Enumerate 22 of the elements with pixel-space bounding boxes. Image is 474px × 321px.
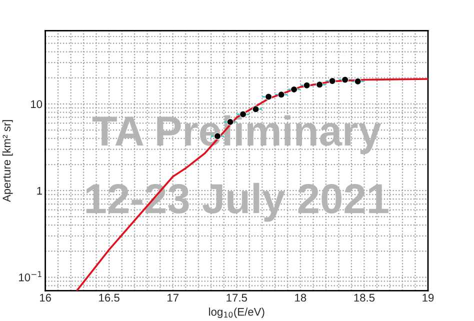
x-tick-label: 17 (168, 294, 178, 302)
point (354, 78, 362, 85)
y-tick-label: 1 (37, 186, 42, 195)
line-series (76, 78, 428, 291)
x-tick-label: 18.5 (354, 294, 375, 302)
point (265, 93, 272, 100)
y-tick-label: 10$^{−1}$ (19, 271, 42, 282)
point (252, 106, 260, 113)
point (316, 81, 324, 88)
point (303, 82, 310, 89)
x-tick-label: 16.5 (99, 294, 120, 302)
x-axis-title: log$_{10}$(E/eV) (209, 308, 264, 318)
x-tick-label: 18 (295, 294, 306, 302)
x-tick-label: 17.5 (226, 294, 247, 302)
point (342, 76, 349, 84)
y-axis-title: Aperture [km² sr] (2, 120, 13, 202)
point (328, 77, 336, 85)
y-tick-label: 10 (31, 100, 42, 108)
point (290, 86, 298, 93)
point (278, 91, 285, 98)
x-tick-label: 16 (40, 294, 51, 302)
x-tick-label: 19 (422, 294, 434, 302)
